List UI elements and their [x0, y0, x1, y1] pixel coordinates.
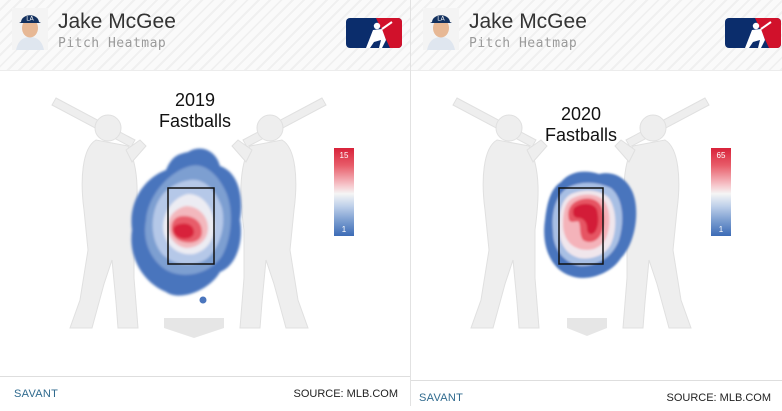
color-scale-legend: 15 1 [334, 148, 354, 236]
scale-min-label: 1 [718, 225, 724, 234]
left-batter-silhouette [51, 97, 147, 329]
svg-text:LA: LA [437, 16, 445, 23]
heatmap-panel-2020: LA Jake McGee Pitch Heatmap [410, 0, 782, 406]
chart-title-pitch: Fastballs [544, 125, 618, 145]
chart-title-pitch: Fastballs [158, 111, 232, 131]
heatmap-blob [131, 148, 242, 296]
chart-title-year: 2020 [560, 104, 602, 124]
chart-title: 2019 Fastballs [135, 90, 255, 132]
right-batter-silhouette [614, 97, 710, 329]
panel-header: LA Jake McGee Pitch Heatmap [411, 0, 782, 71]
left-batter-silhouette [452, 97, 548, 329]
savant-link[interactable]: SAVANT [14, 388, 59, 400]
scale-min-label: 1 [341, 225, 347, 234]
heatmap-panel-2019: LA Jake McGee Pitch Heatmap [0, 0, 410, 407]
source-label: SOURCE: MLB.COM [293, 388, 398, 400]
panel-header: LA Jake McGee Pitch Heatmap [0, 0, 410, 71]
scale-max-label: 15 [339, 151, 349, 160]
strike-zone [558, 187, 604, 265]
chart-title: 2020 Fastballs [521, 104, 641, 146]
heatmap-plot [51, 97, 327, 338]
player-name: Jake McGee [469, 10, 587, 33]
heatmap-outlier [199, 296, 207, 304]
color-scale-legend: 65 1 [711, 148, 731, 236]
svg-text:LA: LA [26, 16, 34, 23]
panel-footer: SAVANT SOURCE: MLB.COM [411, 380, 782, 411]
panel-footer: SAVANT SOURCE: MLB.COM [0, 376, 410, 407]
scale-max-label: 65 [716, 151, 726, 160]
home-plate [567, 318, 607, 336]
mlb-logo [725, 18, 781, 48]
mlb-logo [346, 18, 402, 48]
chart-title-year: 2019 [174, 90, 216, 110]
heatmap-subtitle: Pitch Heatmap [58, 36, 167, 51]
heatmap-blob [544, 171, 637, 278]
strike-zone [167, 187, 215, 265]
player-avatar: LA [12, 8, 48, 50]
heatmap-subtitle: Pitch Heatmap [469, 36, 578, 51]
player-name: Jake McGee [58, 10, 176, 33]
player-avatar: LA [423, 8, 459, 50]
heatmap-plot [452, 97, 710, 336]
source-label: SOURCE: MLB.COM [666, 392, 771, 404]
right-batter-silhouette [231, 97, 327, 329]
home-plate [164, 318, 224, 338]
savant-link[interactable]: SAVANT [419, 392, 464, 404]
